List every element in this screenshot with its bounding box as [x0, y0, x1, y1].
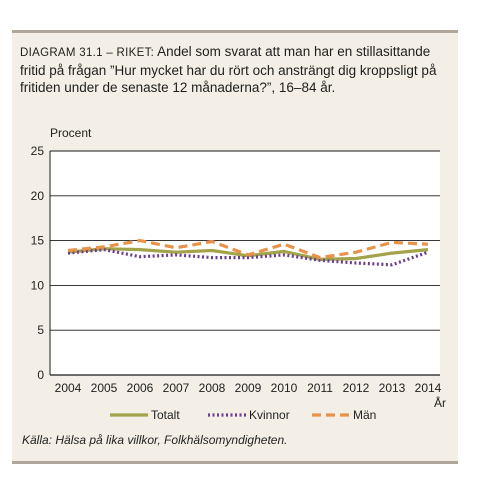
chart-title-label: DIAGRAM 31.1 – RIKET: — [20, 47, 155, 59]
x-tick-label: 2006 — [127, 381, 154, 395]
chart-title: DIAGRAM 31.1 – RIKET: Andel som svarat a… — [20, 43, 440, 96]
x-axis-label: År — [434, 395, 446, 410]
x-tick-label: 2011 — [307, 381, 333, 395]
x-tick-label: 2004 — [55, 381, 82, 395]
x-tick-label: 2008 — [199, 381, 226, 395]
y-tick-label: 15 — [31, 234, 45, 248]
y-tick-label: 0 — [37, 368, 44, 382]
plot-area — [50, 151, 440, 375]
source-note: Källa: Hälsa på lika villkor, Folkhälsom… — [22, 433, 288, 447]
x-tick-label: 2007 — [163, 381, 190, 395]
y-tick-label: 20 — [31, 189, 45, 203]
y-tick-label: 10 — [31, 278, 45, 292]
line-chart: Procent 0 5 10 15 20 25 2004 2005 2006 2007 2008 200… — [31, 126, 446, 422]
y-tick-label: 25 — [31, 144, 45, 158]
x-tick-label: 2010 — [271, 381, 298, 395]
x-tick-label: 2005 — [91, 381, 118, 395]
x-tick-label: 2014 — [415, 381, 442, 395]
y-tick-label: 5 — [37, 323, 44, 337]
figure-panel: DIAGRAM 31.1 – RIKET: Andel som svarat a… — [12, 30, 458, 464]
y-axis-label: Procent — [50, 126, 92, 140]
legend-label-m-n: Män — [353, 408, 376, 422]
x-tick-label: 2012 — [343, 381, 370, 395]
x-tick-label: 2009 — [235, 381, 262, 395]
legend-label-totalt: Totalt — [151, 408, 180, 422]
legend-label-kvinnor: Kvinnor — [249, 408, 290, 422]
x-tick-label: 2013 — [379, 381, 406, 395]
chart-title-text: Andel som svarat att man har en stillasi… — [20, 44, 437, 95]
